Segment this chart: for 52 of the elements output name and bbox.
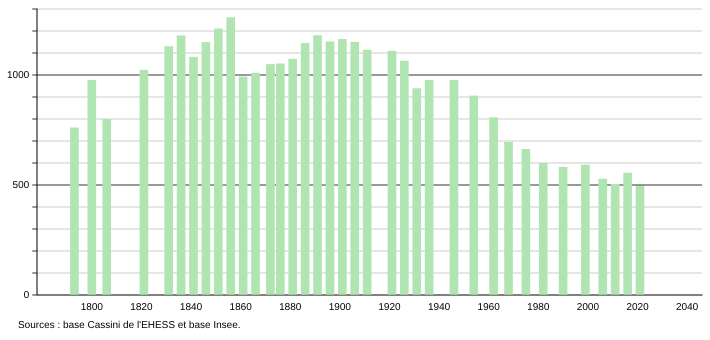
bar (412, 88, 422, 295)
bar (202, 42, 210, 295)
bar (326, 41, 334, 295)
bar (400, 60, 409, 295)
bar (522, 149, 530, 295)
bar (176, 36, 186, 295)
bar (102, 118, 112, 295)
bar (189, 56, 198, 295)
bar (538, 164, 548, 295)
x-tick-label: 1980 (527, 302, 550, 313)
bar (424, 80, 434, 295)
x-tick-label: 2040 (676, 302, 699, 313)
x-tick-label: 1800 (80, 302, 104, 313)
bar (313, 35, 322, 295)
bar (300, 42, 310, 295)
x-tick-label: 2020 (626, 302, 650, 313)
source-note: Sources : base Cassini de l'EHESS et base Insee. (18, 320, 241, 331)
bar (623, 172, 632, 295)
bar (70, 127, 79, 295)
bar (226, 17, 236, 295)
bar (450, 80, 458, 295)
bar (214, 28, 223, 295)
bar (610, 184, 620, 295)
x-tick-label: 1840 (180, 302, 203, 313)
bar (350, 42, 360, 295)
bar (362, 50, 372, 295)
x-tick-label: 2000 (576, 302, 600, 313)
bar (388, 50, 396, 295)
bar (338, 39, 347, 295)
y-tick-label: 0 (24, 290, 30, 301)
bar (164, 46, 174, 295)
y-tick-label: 500 (12, 180, 30, 191)
x-tick-label: 1940 (428, 302, 451, 313)
x-tick-label: 1960 (478, 302, 500, 313)
bar (558, 166, 568, 295)
bar (140, 70, 148, 295)
x-tick-label: 1900 (328, 302, 352, 313)
bar (87, 80, 96, 295)
bar (469, 96, 478, 295)
bar (504, 142, 513, 295)
x-tick-label: 1920 (378, 302, 402, 313)
x-tick-label: 1860 (230, 302, 252, 313)
bar (251, 72, 260, 295)
bar (489, 117, 498, 295)
x-tick-label: 1880 (279, 302, 302, 313)
bar (598, 178, 608, 295)
y-tick-label: 1000 (6, 70, 30, 81)
bar (581, 164, 590, 295)
x-tick-label: 1820 (130, 302, 153, 313)
bar (238, 76, 248, 295)
bar (636, 186, 644, 295)
bar (288, 58, 298, 295)
